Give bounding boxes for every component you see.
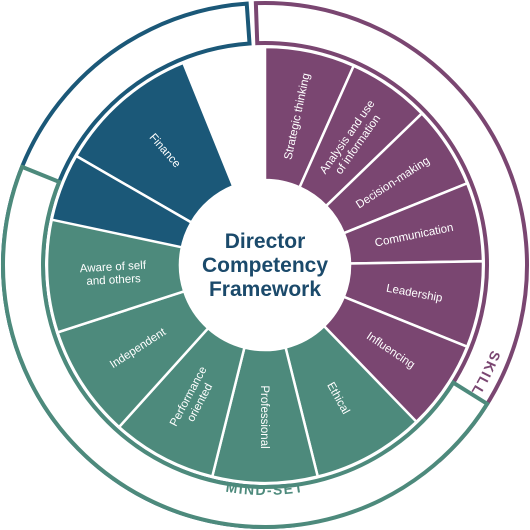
segment-label: Professional bbox=[258, 385, 270, 448]
center-title-line: Director bbox=[225, 230, 306, 253]
segment-communication: Communication bbox=[342, 181, 485, 265]
segment-ethical: Ethical bbox=[284, 324, 419, 479]
center-title-line: Framework bbox=[209, 278, 321, 301]
segment-label-line: Aware of self bbox=[80, 260, 148, 275]
segment-wedge bbox=[45, 218, 186, 334]
segment-label-line: Professional bbox=[258, 385, 270, 448]
competency-segments: FinanceStrategyLeadershipand stakeholder… bbox=[45, 45, 485, 485]
segment-finance: Finance bbox=[74, 61, 235, 225]
center-title-line: Competency bbox=[202, 254, 328, 277]
center-title: Director Competency Framework bbox=[202, 230, 328, 301]
segment-performance-oriented: Performanceoriented bbox=[117, 326, 246, 479]
segment-strategic-thinking: Strategic thinking bbox=[263, 45, 356, 189]
center-disc bbox=[183, 183, 347, 347]
segment-independent: Independent bbox=[56, 289, 210, 429]
segment-label: Aware of selfand others bbox=[80, 260, 148, 288]
segment-influencing: Influencing bbox=[322, 295, 469, 424]
segment-aware-of-self-and-others: Aware of selfand others bbox=[45, 218, 186, 334]
category-label-mindset: MIND-SET bbox=[225, 479, 305, 498]
segment-wedge bbox=[74, 61, 235, 225]
category-ring-mindset bbox=[1, 164, 490, 529]
segment-label-line: and others bbox=[86, 273, 141, 288]
